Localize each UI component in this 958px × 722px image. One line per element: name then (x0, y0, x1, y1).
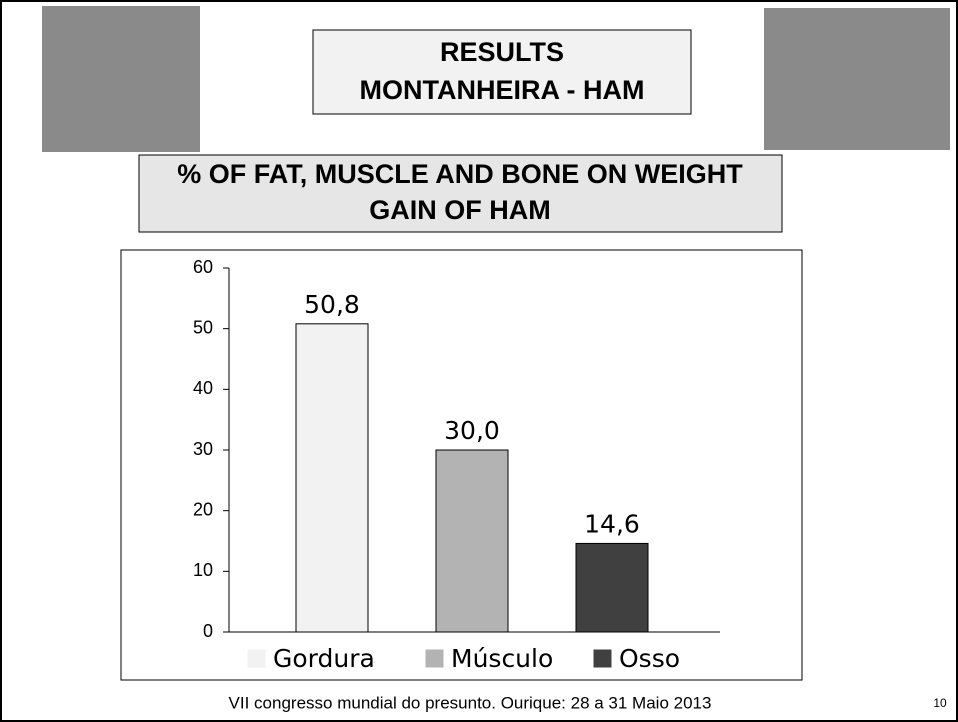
y-tick-label: 0 (203, 621, 213, 641)
legend-label: Gordura (273, 644, 375, 673)
subtitle: GAIN OF HAM (369, 195, 551, 225)
y-tick-label: 50 (193, 317, 213, 337)
bar (575, 542, 649, 633)
title: RESULTS (440, 37, 564, 67)
legend-label: Osso (619, 644, 680, 673)
y-tick-label: 20 (193, 499, 213, 519)
y-tick-label: 40 (193, 378, 213, 398)
y-tick-label: 60 (193, 257, 213, 277)
legend-swatch (425, 649, 444, 668)
bar (295, 323, 369, 633)
legend-swatch (247, 649, 266, 668)
footer: VII congresso mundial do presunto. Ouriq… (229, 693, 712, 712)
photo-right (764, 8, 950, 150)
subtitle-box (138, 154, 783, 233)
legend-swatch (593, 649, 612, 668)
y-tick-label: 10 (193, 560, 213, 580)
title: MONTANHEIRA - HAM (360, 75, 645, 105)
photo-left (42, 6, 200, 152)
data-label: 30,0 (444, 416, 500, 445)
page-number: 10 (933, 696, 947, 710)
data-label: 14,6 (584, 509, 640, 538)
y-tick-label: 30 (193, 439, 213, 459)
title-box (312, 29, 692, 115)
legend-label: Músculo (451, 644, 553, 673)
bar (435, 449, 509, 633)
data-label: 50,8 (304, 290, 360, 319)
subtitle: % OF FAT, MUSCLE AND BONE ON WEIGHT (177, 159, 743, 189)
